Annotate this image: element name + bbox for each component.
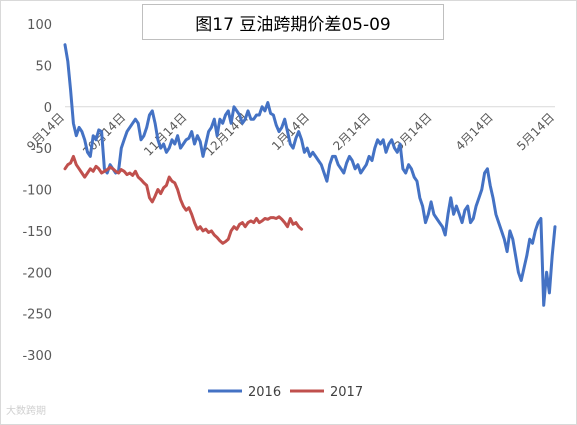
watermark: 大数跨期 <box>6 406 46 417</box>
y-tick-label: -150 <box>22 225 52 240</box>
y-axis-labels: 100 50 0 -50 -100 -150 -200 -250 -300 <box>22 18 52 364</box>
y-tick-label: 50 <box>35 59 52 74</box>
x-tick-label: 12月14日 <box>202 110 250 158</box>
series-line-2017 <box>63 154 304 245</box>
y-tick-label: -200 <box>22 266 52 281</box>
legend: 2016 2017 <box>208 385 363 400</box>
y-tick-label: -300 <box>22 349 52 364</box>
series-layer <box>63 43 557 307</box>
series-line-2016 <box>63 43 557 307</box>
y-tick-label: -50 <box>31 142 52 157</box>
y-tick-label: -250 <box>22 308 52 323</box>
y-tick-label: 0 <box>44 101 52 116</box>
legend-label-2017: 2017 <box>330 385 363 400</box>
legend-label-2016: 2016 <box>248 385 281 400</box>
y-tick-label: 100 <box>27 18 52 33</box>
x-tick-label: 5月14日 <box>514 110 557 153</box>
x-tick-label: 2月14日 <box>330 110 373 153</box>
x-tick-label: 4月14日 <box>453 110 496 153</box>
y-tick-label: -100 <box>22 184 52 199</box>
chart-title: 图17 豆油跨期价差05-09 <box>142 4 444 40</box>
